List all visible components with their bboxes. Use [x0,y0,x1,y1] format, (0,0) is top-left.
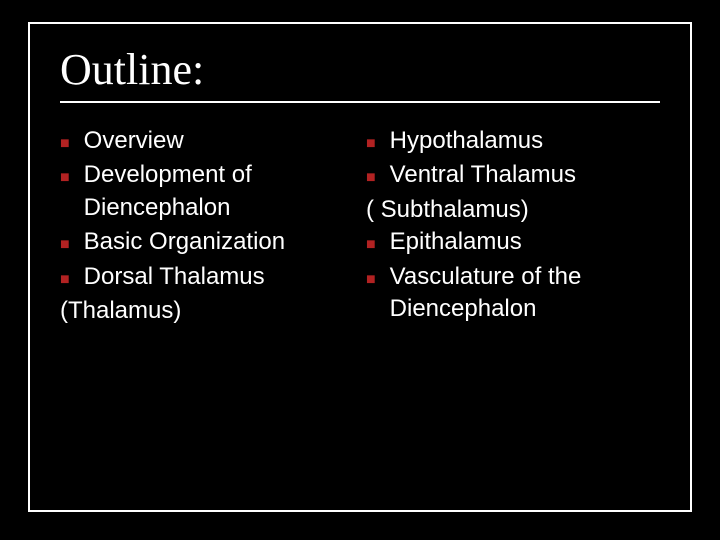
left-column: ■ Overview ■ Development of Diencephalon… [60,125,364,327]
list-item-text: Ventral Thalamus [390,159,660,191]
bullet-icon: ■ [366,133,376,155]
list-item-text: Hypothalamus [390,125,660,157]
slide-inner-frame: Outline: ■ Overview ■ Development of Die… [28,22,692,512]
bullet-icon: ■ [366,167,376,189]
slide-title: Outline: [60,44,660,103]
bullet-icon: ■ [60,133,70,155]
list-item: ■ Basic Organization [60,226,354,258]
parenthetical-text: ( Subthalamus) [366,194,660,226]
content-columns: ■ Overview ■ Development of Diencephalon… [60,125,660,327]
list-item-text: Epithalamus [390,226,660,258]
list-item: ■ Epithalamus [366,226,660,258]
bullet-icon: ■ [366,269,376,291]
list-item: ■ Hypothalamus [366,125,660,157]
list-item-text: Development of Diencephalon [84,159,354,224]
list-item: ■ Development of Diencephalon [60,159,354,224]
right-column: ■ Hypothalamus ■ Ventral Thalamus ( Subt… [364,125,660,327]
bullet-icon: ■ [60,167,70,189]
bullet-icon: ■ [60,269,70,291]
list-item-text: Basic Organization [84,226,354,258]
bullet-icon: ■ [366,234,376,256]
slide: Outline: ■ Overview ■ Development of Die… [0,0,720,540]
list-item: ■ Vasculature of the Diencephalon [366,261,660,326]
parenthetical-text: (Thalamus) [60,295,354,327]
list-item: ■ Ventral Thalamus [366,159,660,191]
list-item-text: Overview [84,125,354,157]
list-item: ■ Overview [60,125,354,157]
bullet-icon: ■ [60,234,70,256]
list-item: ■ Dorsal Thalamus [60,261,354,293]
list-item-text: Vasculature of the Diencephalon [390,261,660,326]
list-item-text: Dorsal Thalamus [84,261,354,293]
